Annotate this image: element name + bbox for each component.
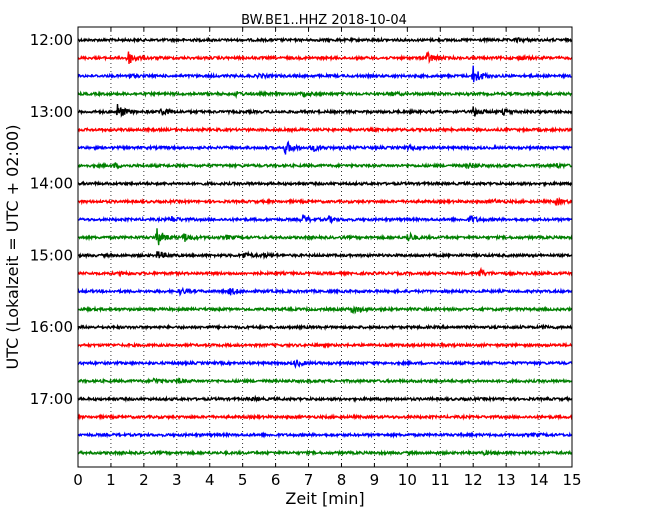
seismogram-trace <box>77 65 573 83</box>
y-axis-label: UTC (Lokalzeit = UTC + 02:00) <box>3 125 22 370</box>
y-tick-label: 16:00 <box>30 318 73 336</box>
traces <box>77 36 573 457</box>
seismogram-trace <box>77 228 573 246</box>
seismogram-trace <box>77 214 573 225</box>
seismogram-trace <box>77 50 573 65</box>
x-tick-label: 12 <box>464 471 483 489</box>
x-tick-label: 3 <box>172 471 182 489</box>
seismogram-trace <box>77 341 573 350</box>
x-tick-label: 9 <box>370 471 380 489</box>
seismogram-trace <box>77 305 573 315</box>
seismogram-trace <box>77 140 573 155</box>
seismogram-trace <box>77 286 573 297</box>
y-tick-label: 12:00 <box>30 31 73 49</box>
plot-frame <box>77 26 573 468</box>
seismogram-trace <box>77 90 573 100</box>
x-tick-label: 2 <box>139 471 149 489</box>
x-tick-label: 13 <box>497 471 516 489</box>
seismogram-trace <box>77 449 573 457</box>
x-tick-label: 1 <box>106 471 116 489</box>
x-tick-label: 11 <box>431 471 450 489</box>
seismogram-trace <box>77 103 573 118</box>
x-tick-label: 4 <box>205 471 215 489</box>
x-tick-label: 15 <box>562 471 581 489</box>
x-tick-label: 0 <box>73 471 83 489</box>
seismogram-trace <box>77 394 573 403</box>
seismogram-trace <box>77 431 573 439</box>
x-tick-label: 10 <box>398 471 417 489</box>
y-tick-label: 13:00 <box>30 103 73 121</box>
seismogram-trace <box>77 250 573 260</box>
y-tick-label: 15:00 <box>30 246 73 264</box>
seismogram-trace <box>77 161 573 170</box>
seismogram-trace <box>77 266 573 278</box>
seismogram-trace <box>77 196 573 206</box>
seismogram-trace <box>77 179 573 188</box>
y-tick-label: 17:00 <box>30 390 73 408</box>
seismogram-trace <box>77 36 573 45</box>
seismogram-trace <box>77 359 573 369</box>
y-tick-label: 14:00 <box>30 175 73 193</box>
x-tick-label: 7 <box>304 471 314 489</box>
chart-title: BW.BE1..HHZ 2018-10-04 <box>241 13 407 28</box>
x-tick-label: 6 <box>271 471 281 489</box>
x-tick-label: 14 <box>530 471 549 489</box>
seismogram-trace <box>77 377 573 385</box>
x-tick-label: 8 <box>337 471 347 489</box>
x-tick-label: 5 <box>238 471 248 489</box>
seismogram-trace <box>77 125 573 134</box>
grid-lines <box>110 27 540 467</box>
seismogram-trace <box>77 323 573 331</box>
x-axis-ticks: 0 1 2 3 4 5 6 7 8 9 10 11 12 13 14 15 <box>73 27 582 489</box>
seismogram-trace <box>77 413 573 421</box>
y-axis-ticks: 12:00 13:00 14:00 15:00 16:00 17:00 <box>30 31 572 408</box>
x-axis-label: Zeit [min] <box>285 489 364 508</box>
